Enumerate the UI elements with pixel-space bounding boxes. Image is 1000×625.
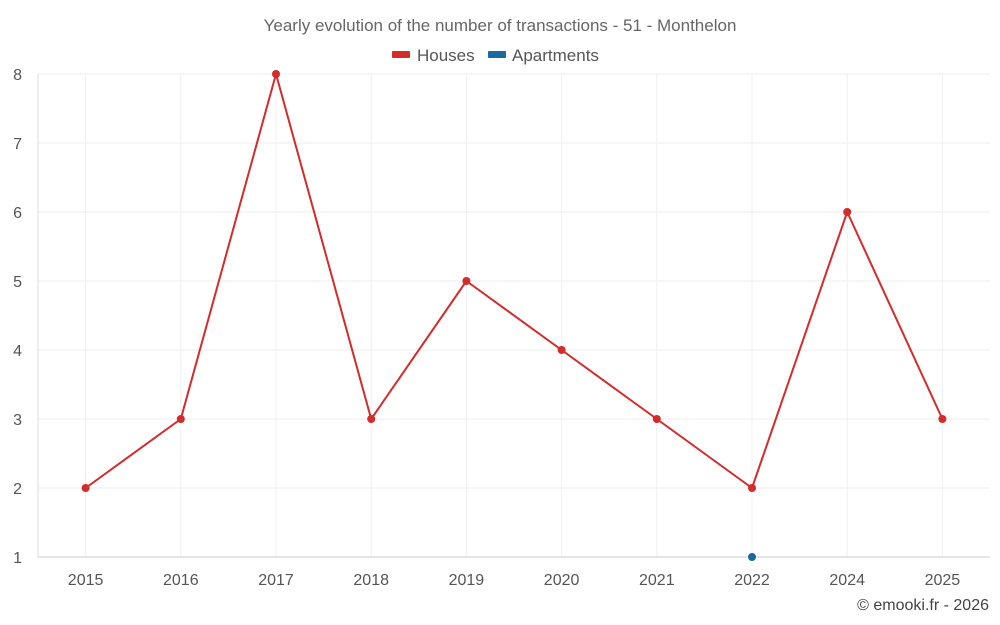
x-tick-label: 2019	[449, 572, 485, 589]
y-tick-label: 4	[13, 343, 22, 360]
x-tick-label: 2017	[258, 572, 294, 589]
y-tick-label: 2	[13, 481, 22, 498]
x-tick-label: 2015	[68, 572, 104, 589]
series-apartments	[748, 553, 756, 561]
x-tick-label: 2021	[639, 572, 675, 589]
x-tick-label: 2024	[829, 572, 865, 589]
x-tick-label: 2022	[734, 572, 770, 589]
chart-title: Yearly evolution of the number of transa…	[264, 16, 737, 35]
y-tick-label: 5	[13, 274, 22, 291]
legend-label-apartments: Apartments	[512, 46, 599, 65]
legend-item-houses[interactable]: Houses	[392, 46, 475, 65]
data-point-houses-2025[interactable]	[938, 415, 947, 423]
legend-swatch-houses	[392, 51, 410, 58]
x-tick-label: 2025	[925, 572, 961, 589]
x-tick-label: 2016	[163, 572, 199, 589]
series-houses	[81, 70, 947, 492]
data-point-houses-2018[interactable]	[367, 415, 376, 423]
data-point-houses-2016[interactable]	[176, 415, 185, 423]
data-point-houses-2017[interactable]	[272, 70, 280, 78]
data-point-houses-2021[interactable]	[652, 415, 661, 423]
y-tick-label: 8	[13, 67, 22, 84]
axes: 1 2 3 4 5 6 7 8 2015 2016 2017 2018 2019 2020 2021 2022…	[13, 67, 990, 589]
y-tick-label: 1	[13, 550, 22, 567]
series-line-houses	[84, 73, 944, 489]
data-point-houses-2022[interactable]	[748, 484, 756, 492]
legend-label-houses: Houses	[417, 46, 475, 65]
data-point-houses-2015[interactable]	[81, 484, 90, 492]
y-tick-label: 7	[13, 136, 22, 153]
grid	[38, 73, 990, 557]
data-point-houses-2019[interactable]	[462, 277, 471, 285]
data-point-apartments-2022[interactable]	[748, 553, 756, 561]
series	[81, 70, 947, 561]
y-tick-label: 6	[13, 205, 22, 222]
legend-item-apartments[interactable]: Apartments	[488, 46, 599, 65]
credit-text: © emooki.fr - 2026	[857, 597, 989, 614]
x-tick-label: 2018	[353, 572, 389, 589]
data-point-houses-2024[interactable]	[843, 208, 852, 216]
legend-swatch-apartments	[488, 51, 506, 58]
legend: Houses Apartments	[392, 46, 599, 65]
y-tick-label: 3	[13, 412, 22, 429]
data-point-houses-2020[interactable]	[557, 346, 566, 354]
x-tick-label: 2020	[544, 572, 580, 589]
